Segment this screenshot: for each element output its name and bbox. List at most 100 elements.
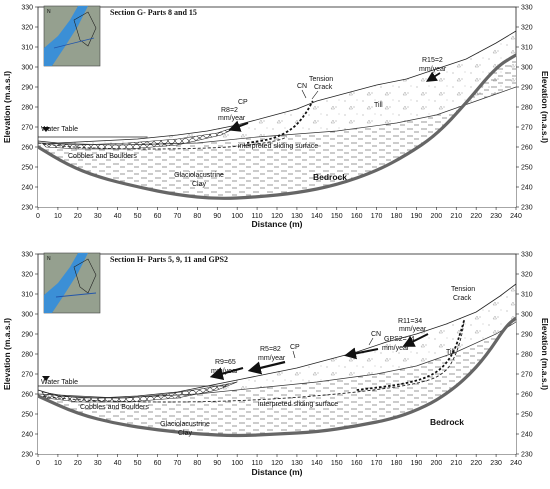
y-tick-label: 300: [521, 65, 533, 72]
till-label: Till: [446, 349, 455, 356]
y-tick-label: 300: [521, 312, 533, 319]
x-tick-label: 0: [36, 460, 40, 467]
r11-unit-label: mm/year: [399, 326, 427, 333]
y-tick-label: 260: [21, 145, 33, 152]
x-tick-label: 180: [391, 213, 403, 220]
y-tick-label: 260: [21, 392, 33, 399]
x-tick-label: 150: [331, 213, 343, 220]
x-tick-label: 80: [193, 460, 201, 467]
y-axis-ticks-right: 230 240 250 260 270 280 290 300 310 320 330: [516, 252, 533, 459]
x-tick-label: 30: [94, 460, 102, 467]
water-table-label: Water Table: [41, 379, 78, 386]
y-axis-label: Elevation (m.a.s.l): [2, 71, 12, 143]
x-axis-ticks: 0 10 20 30 40 50 60 70 80 90 100 110 120 130 140 150 160…: [36, 454, 522, 467]
x-tick-label: 70: [174, 460, 182, 467]
cp-label: CP: [290, 344, 300, 351]
cn-label: CN: [371, 331, 381, 338]
y-tick-label: 240: [21, 432, 33, 439]
r9-unit-label: mm/year: [211, 368, 239, 375]
tension-crack-label: Tension: [451, 286, 475, 293]
y-tick-label: 260: [521, 145, 533, 152]
y-tick-label: 330: [21, 252, 33, 259]
y-tick-label: 310: [21, 292, 33, 299]
clay-layer: [38, 318, 516, 436]
y-axis-label-right: Elevation (m.a.s.l): [540, 71, 550, 143]
sliding-surface-line: [37, 136, 288, 150]
location-map: N: [43, 252, 101, 314]
y-tick-label: 330: [521, 252, 533, 259]
glacio-label-2: Clay: [192, 181, 207, 188]
x-tick-label: 90: [213, 213, 221, 220]
cp-label: CP: [238, 99, 248, 106]
x-tick-label: 120: [271, 460, 283, 467]
x-tick-label: 160: [351, 460, 363, 467]
svg-text:N: N: [47, 256, 51, 262]
bedrock-label: Bedrock: [430, 417, 464, 427]
y-tick-label: 240: [521, 185, 533, 192]
water-table-icon: [41, 376, 50, 381]
y-tick-label: 290: [521, 332, 533, 339]
panel-section-h: 0 10 20 30 40 50 60 70 80 90 100 110 120 130 140 150 160…: [2, 252, 550, 478]
y-tick-label: 310: [521, 292, 533, 299]
x-tick-label: 140: [311, 460, 323, 467]
gps2-arrow: [344, 347, 379, 360]
x-tick-label: 190: [411, 213, 423, 220]
gps2-label: GPS2=74: [384, 336, 415, 343]
ground-surface-line: [37, 30, 517, 144]
y-tick-label: 280: [21, 105, 33, 112]
tension-crack-line: [246, 100, 314, 144]
r8-label: R8=2: [221, 107, 238, 114]
x-tick-label: 50: [134, 213, 142, 220]
x-tick-label: 80: [193, 213, 201, 220]
x-axis-label: Distance (m): [251, 219, 302, 229]
y-tick-label: 270: [521, 372, 533, 379]
x-tick-label: 200: [430, 213, 442, 220]
y-tick-label: 330: [521, 5, 533, 12]
sliding-surface-label: interpreted sliding surface: [258, 401, 338, 408]
y-tick-label: 250: [521, 165, 533, 172]
y-tick-label: 230: [521, 452, 533, 459]
x-axis-label: Distance (m): [251, 467, 302, 477]
water-table-icon: [41, 127, 50, 132]
glacio-label: Glaciolacustrine: [160, 421, 210, 428]
tension-crack-label-2: Crack: [453, 295, 472, 302]
y-tick-label: 290: [21, 332, 33, 339]
x-tick-label: 240: [510, 460, 522, 467]
x-tick-label: 210: [450, 460, 462, 467]
y-axis-ticks: 230 240 250 260 270 280 290 300 310 320 330: [21, 252, 38, 459]
y-tick-label: 270: [21, 372, 33, 379]
x-tick-label: 160: [351, 213, 363, 220]
r15-unit-label: mm/year: [419, 66, 447, 73]
x-tick-label: 40: [114, 213, 122, 220]
x-tick-label: 240: [510, 213, 522, 220]
till-clay-boundary: [37, 321, 517, 399]
x-tick-label: 100: [231, 460, 243, 467]
r15-arrow: [425, 71, 441, 82]
y-tick-label: 230: [21, 205, 33, 212]
y-tick-label: 320: [521, 272, 533, 279]
x-tick-label: 110: [251, 213, 262, 220]
y-tick-label: 300: [21, 312, 33, 319]
y-tick-label: 280: [21, 352, 33, 359]
clay-layer: [38, 55, 516, 199]
y-tick-label: 270: [521, 125, 533, 132]
y-tick-label: 240: [521, 432, 533, 439]
r15-label: R15=2: [422, 57, 443, 64]
till-layer: [38, 284, 516, 398]
y-tick-label: 240: [21, 185, 33, 192]
gps2-unit-label: mm/year: [382, 345, 410, 352]
y-axis-ticks-right: 230 240 250 260 270 280 290 300 310 320 330: [516, 5, 533, 212]
x-tick-label: 20: [74, 213, 82, 220]
x-tick-label: 220: [470, 213, 482, 220]
r5-label: R5=82: [260, 346, 281, 353]
x-tick-label: 70: [174, 213, 182, 220]
x-tick-label: 60: [154, 460, 162, 467]
y-tick-label: 300: [21, 65, 33, 72]
r9-label: R9=65: [215, 359, 236, 366]
section-title: Section G- Parts 8 and 15: [110, 8, 197, 17]
tension-crack-label-2: Crack: [314, 84, 333, 91]
x-tick-label: 200: [430, 460, 442, 467]
y-tick-label: 230: [521, 205, 533, 212]
y-tick-label: 330: [21, 5, 33, 12]
y-tick-label: 290: [21, 85, 33, 92]
